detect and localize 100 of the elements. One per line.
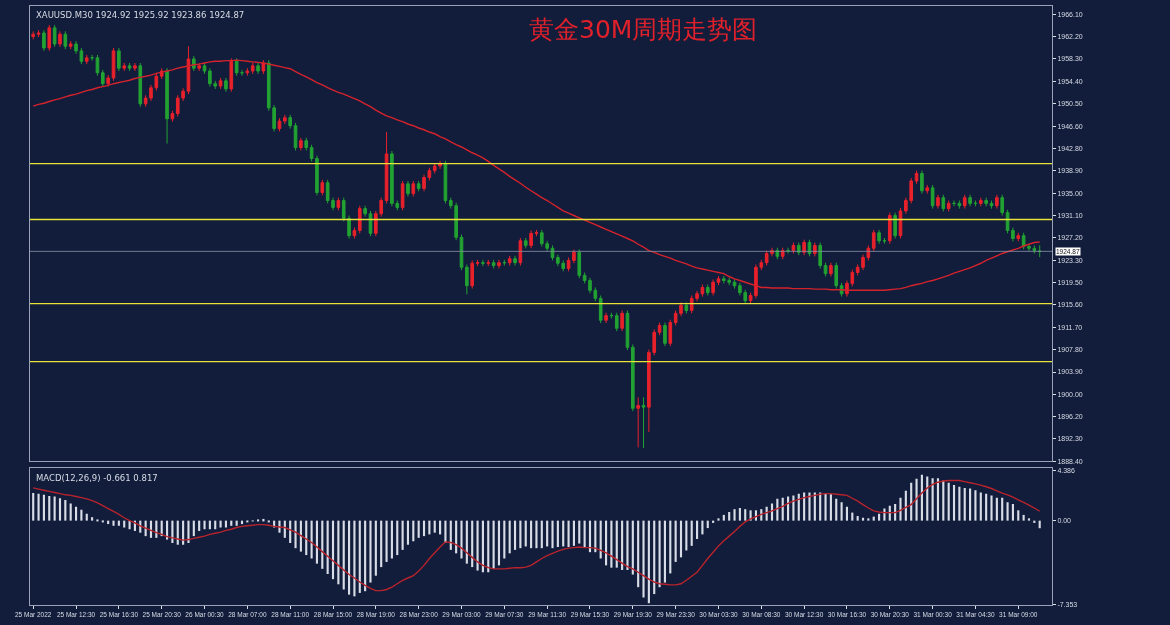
candlestick	[989, 200, 994, 210]
candlestick	[224, 77, 228, 93]
candlestick	[122, 62, 127, 72]
bar	[530, 520, 533, 549]
candlestick	[668, 319, 673, 347]
candlestick	[202, 62, 207, 75]
bar	[224, 520, 228, 528]
bar	[96, 519, 99, 522]
candlestick	[384, 131, 389, 204]
bar	[974, 490, 977, 521]
bar	[42, 494, 45, 521]
bar	[653, 520, 656, 595]
annotation: XAUUSD.M30 1924.92 1925.92 1923.86 1924.87	[36, 10, 245, 20]
bar	[717, 518, 720, 521]
bar	[80, 509, 83, 521]
bar	[942, 480, 945, 521]
bar	[524, 520, 527, 547]
bar	[722, 514, 725, 521]
candlestick	[636, 396, 640, 448]
bar	[460, 520, 463, 559]
bar	[733, 509, 736, 521]
candlestick	[68, 40, 73, 50]
candlestick	[577, 248, 582, 279]
bar	[824, 493, 827, 521]
bar	[931, 478, 934, 521]
bar	[337, 520, 340, 585]
candlestick	[304, 137, 309, 151]
bar	[947, 482, 950, 521]
candlestick	[507, 255, 512, 267]
bar	[808, 492, 811, 521]
bar	[412, 520, 415, 542]
bar	[358, 520, 361, 593]
bar	[572, 520, 575, 546]
bar	[385, 520, 388, 562]
bar	[626, 520, 629, 570]
bar	[53, 496, 56, 521]
bar	[203, 520, 206, 530]
candlestick	[614, 312, 619, 332]
candlestick	[31, 30, 36, 40]
bar	[840, 502, 843, 521]
bar	[396, 520, 399, 556]
candlestick	[58, 30, 62, 48]
candlestick	[197, 62, 201, 72]
bar	[32, 493, 35, 521]
candlestick	[261, 59, 266, 75]
bar	[315, 520, 319, 564]
bar	[663, 520, 667, 583]
bar	[267, 520, 270, 523]
bar	[374, 520, 377, 576]
candlestick	[978, 197, 983, 207]
bar	[792, 495, 795, 521]
bar	[985, 493, 988, 521]
candlestick	[968, 194, 972, 207]
bar	[685, 520, 688, 551]
bar	[513, 520, 517, 550]
candlestick	[663, 322, 667, 347]
bar	[1027, 518, 1031, 521]
candlestick	[518, 237, 523, 267]
bar	[230, 520, 233, 526]
candlestick	[925, 184, 930, 195]
candlestick	[52, 24, 57, 48]
candlestick	[357, 205, 362, 234]
candlestick	[400, 180, 405, 211]
bar	[995, 497, 998, 521]
bar	[674, 520, 677, 562]
bar	[369, 520, 372, 583]
bar	[829, 494, 832, 521]
candlestick	[796, 242, 801, 256]
candlestick	[234, 57, 239, 77]
bar	[835, 498, 838, 521]
bar	[562, 520, 565, 547]
bar	[819, 492, 822, 521]
bar	[476, 520, 479, 571]
bar	[883, 508, 886, 521]
bar	[915, 478, 918, 521]
bar	[433, 520, 436, 533]
bar	[920, 474, 923, 521]
candlestick	[47, 24, 52, 52]
bar	[519, 520, 522, 549]
bar	[679, 520, 683, 558]
bar	[744, 509, 747, 521]
candlestick	[133, 62, 137, 72]
bar	[658, 520, 661, 588]
bar	[936, 478, 940, 521]
candlestick	[984, 197, 988, 207]
candlestick	[95, 54, 100, 77]
candlestick	[42, 29, 46, 52]
candlestick	[283, 114, 287, 125]
candlestick	[871, 229, 876, 252]
bar	[235, 520, 238, 526]
bar	[899, 497, 902, 521]
bar	[74, 506, 78, 521]
bar	[979, 492, 982, 521]
bar	[615, 520, 618, 568]
bar	[444, 520, 447, 544]
bar	[867, 518, 870, 521]
candlestick	[481, 259, 485, 267]
bar	[583, 520, 586, 548]
bar	[503, 520, 506, 559]
line-series	[32, 59, 1041, 292]
